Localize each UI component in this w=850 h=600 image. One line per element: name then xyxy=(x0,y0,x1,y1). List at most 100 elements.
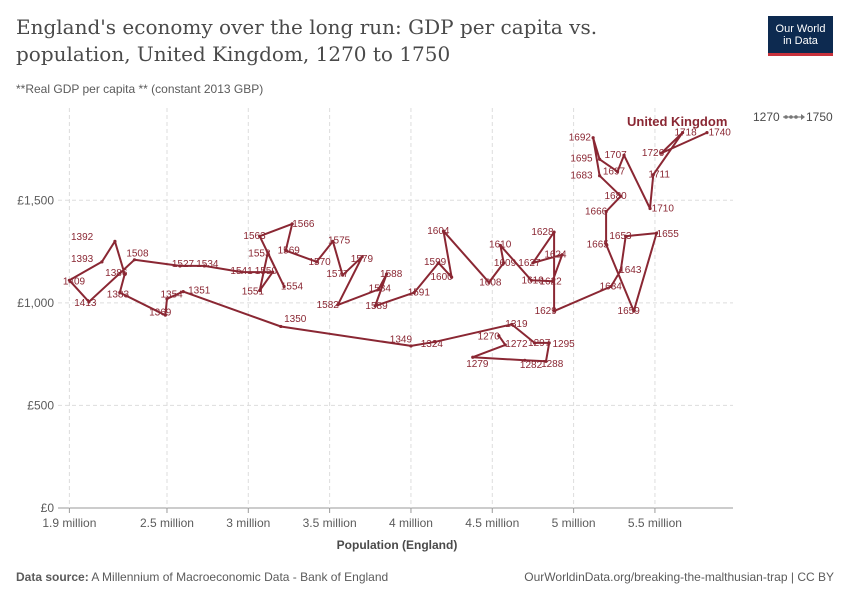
data-point[interactable] xyxy=(132,258,137,262)
point-year-label: 1393 xyxy=(71,254,94,265)
data-point[interactable] xyxy=(615,169,620,174)
data-point[interactable] xyxy=(181,289,185,294)
chart-subtitle: **Real GDP per capita ** (constant 2013 … xyxy=(16,82,264,96)
data-point[interactable] xyxy=(341,273,345,277)
data-point[interactable] xyxy=(441,229,446,233)
data-point[interactable] xyxy=(290,222,294,226)
point-year-label: 1604 xyxy=(427,226,450,237)
point-year-label: 1569 xyxy=(278,246,301,257)
data-point[interactable] xyxy=(123,272,127,276)
data-point[interactable] xyxy=(279,324,283,329)
data-point[interactable] xyxy=(550,279,555,283)
point-year-label: 1740 xyxy=(709,128,732,139)
data-point[interactable] xyxy=(487,280,491,284)
data-point[interactable] xyxy=(503,343,507,347)
data-point[interactable] xyxy=(178,264,182,268)
data-point[interactable] xyxy=(591,136,595,140)
point-year-label: 1409 xyxy=(63,276,86,287)
data-point[interactable] xyxy=(510,322,514,327)
data-point[interactable] xyxy=(118,291,122,295)
data-point[interactable] xyxy=(552,309,556,313)
x-tick-label: 1.9 million xyxy=(42,516,96,530)
point-year-label: 1550 xyxy=(255,266,278,277)
data-point[interactable] xyxy=(331,239,335,243)
series-path[interactable] xyxy=(68,131,708,363)
data-point[interactable] xyxy=(373,304,377,308)
point-year-label: 1624 xyxy=(544,250,567,261)
owid-logo[interactable]: Our World in Data xyxy=(768,16,833,56)
data-point[interactable] xyxy=(87,300,91,304)
series-legend-label[interactable]: United Kingdom xyxy=(627,114,727,129)
data-point[interactable] xyxy=(604,242,608,247)
data-point[interactable] xyxy=(648,206,652,211)
data-source-text[interactable]: A Millennium of Macroeconomic Data - Ban… xyxy=(91,570,389,584)
data-point[interactable] xyxy=(632,309,636,313)
data-point[interactable] xyxy=(654,231,659,235)
data-point[interactable] xyxy=(659,151,664,155)
timeline-legend[interactable]: 1270 1750 xyxy=(753,110,833,124)
point-year-label: 1563 xyxy=(243,231,266,242)
data-point[interactable] xyxy=(67,278,71,282)
data-point[interactable] xyxy=(529,278,533,282)
data-point[interactable] xyxy=(471,355,475,359)
point-year-label: 1270 xyxy=(478,332,501,343)
data-point[interactable] xyxy=(619,194,623,198)
data-point[interactable] xyxy=(433,340,437,344)
logo-line-1: Our World xyxy=(775,22,826,35)
data-point[interactable] xyxy=(113,239,117,243)
data-point[interactable] xyxy=(163,313,167,317)
data-point[interactable] xyxy=(547,341,551,345)
data-point[interactable] xyxy=(384,272,389,276)
data-point[interactable] xyxy=(544,359,548,363)
data-point[interactable] xyxy=(624,234,628,238)
data-point[interactable] xyxy=(409,344,413,348)
data-point[interactable] xyxy=(502,261,506,265)
data-point[interactable] xyxy=(258,288,262,293)
y-tick-label: £1,500 xyxy=(17,193,54,207)
logo-line-2: in Data xyxy=(783,34,818,47)
data-point[interactable] xyxy=(450,275,454,279)
footer-url[interactable]: OurWorldinData.org/breaking-the-malthusi… xyxy=(524,570,834,584)
point-year-label: 1295 xyxy=(552,339,575,350)
y-tick-label: £500 xyxy=(27,398,54,412)
data-point[interactable] xyxy=(498,243,503,248)
data-point[interactable] xyxy=(598,157,602,161)
x-tick-label: 5 million xyxy=(552,516,596,530)
data-point[interactable] xyxy=(532,341,537,345)
point-year-label: 1349 xyxy=(390,334,413,345)
data-point[interactable] xyxy=(437,261,441,265)
data-point[interactable] xyxy=(531,261,535,265)
point-year-label: 1350 xyxy=(284,314,307,325)
data-point[interactable] xyxy=(560,253,564,257)
data-point[interactable] xyxy=(651,173,655,177)
data-point[interactable] xyxy=(360,255,364,259)
data-point[interactable] xyxy=(622,153,626,157)
data-point[interactable] xyxy=(705,131,709,135)
data-point[interactable] xyxy=(598,174,602,178)
point-year-label: 1695 xyxy=(570,153,593,164)
data-point[interactable] xyxy=(619,268,623,272)
point-year-label: 1575 xyxy=(328,235,351,246)
point-year-label: 1629 xyxy=(535,306,558,317)
data-point[interactable] xyxy=(284,248,288,253)
data-point[interactable] xyxy=(271,270,275,274)
data-point[interactable] xyxy=(609,284,613,289)
data-point[interactable] xyxy=(315,260,319,264)
data-point[interactable] xyxy=(100,260,104,264)
data-point[interactable] xyxy=(680,131,685,135)
data-point[interactable] xyxy=(336,303,340,307)
point-year-label: 1527 xyxy=(172,259,195,270)
data-point[interactable] xyxy=(497,334,501,338)
data-point[interactable] xyxy=(202,264,206,268)
data-point[interactable] xyxy=(412,291,416,295)
data-point[interactable] xyxy=(552,230,556,234)
data-point[interactable] xyxy=(523,358,527,362)
data-point[interactable] xyxy=(266,251,270,255)
data-point[interactable] xyxy=(258,234,262,238)
data-point[interactable] xyxy=(376,287,381,292)
data-point[interactable] xyxy=(282,284,286,289)
data-point[interactable] xyxy=(604,209,608,214)
data-point[interactable] xyxy=(240,270,244,274)
data-point[interactable] xyxy=(165,297,169,301)
point-year-label: 1707 xyxy=(605,150,628,161)
